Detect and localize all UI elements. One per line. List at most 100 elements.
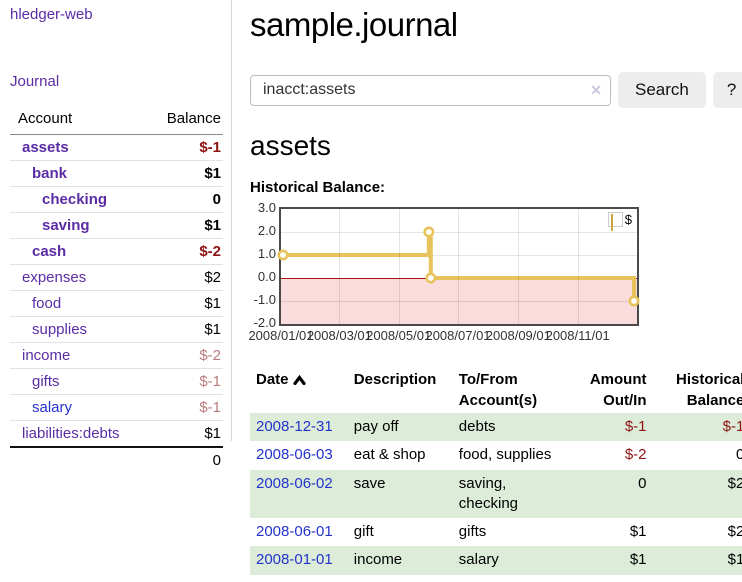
transaction-amount: $1 [629,523,647,540]
app-title: hledger-web [10,6,223,24]
transaction-balance: $1 [727,551,742,569]
account-link-assets[interactable]: assets [22,139,69,156]
accounts-header-balance: Balance [149,108,223,135]
account-link-salary[interactable]: salary [32,399,73,416]
account-row: assets $-1 [10,134,223,161]
transaction-balance: $2 [727,474,742,492]
account-balance: $1 [149,316,223,343]
account-row: bank $1 [10,160,223,187]
app-title-link[interactable]: hledger-web [10,6,93,23]
transaction-balance: $-1 [722,418,742,435]
register-table: Date Description To/From Account(s) Amou… [250,367,742,575]
transaction-amount: $1 [629,551,647,569]
data-point [425,272,437,284]
negative-region [281,278,637,324]
transaction-amount: 0 [638,474,647,492]
register-header-description: Description [353,371,437,388]
legend-label: $ [624,212,632,227]
account-link-income[interactable]: income [22,347,71,364]
x-tick-label: 2008/05/01 [366,328,432,343]
register-header-balance: Historical Balance [675,371,742,409]
sidebar-nav: Journal [10,73,223,91]
transaction-amount: $-2 [624,446,647,464]
gridline [518,209,519,324]
transaction-accounts: food, supplies [458,446,552,464]
account-row: supplies $1 [10,316,223,343]
y-tick-label: 0.0 [257,269,276,284]
clear-search-icon[interactable]: ✕ [590,81,602,98]
data-point [628,295,640,307]
accounts-header-row: Account Balance [10,108,223,135]
account-row: salary $-1 [10,394,223,421]
register-header-date[interactable]: Date [250,367,348,413]
account-heading: assets [250,130,331,161]
register-row: 2008-06-03 eat & shop food, supplies $-2… [250,441,742,469]
chart-plot: $ [277,207,640,326]
register-row: 2008-06-01 gift gifts $1 $2 [250,518,742,546]
account-balance: 0 [149,186,223,213]
transaction-amount: $-1 [624,418,647,435]
chart-legend: $ [605,211,634,231]
transaction-description: pay off [353,418,399,435]
account-balance: $1 [149,290,223,317]
account-row: expenses $2 [10,264,223,291]
account-row: saving $1 [10,212,223,239]
gridline [578,209,579,324]
account-link-saving[interactable]: saving [42,217,90,234]
transaction-date-link[interactable]: 2008-06-01 [256,523,333,540]
account-link-supplies[interactable]: supplies [32,321,88,338]
x-tick-label: 2008/09/01 [485,328,551,343]
account-link-food[interactable]: food [32,295,62,312]
chart-x-axis: 2008/01/01 2008/03/01 2008/05/01 2008/07/01… [248,328,651,344]
gridline [281,232,637,233]
account-link-liabilities-debts[interactable]: liabilities:debts [22,425,120,442]
account-row: income $-2 [10,342,223,369]
gridline [339,209,340,324]
transaction-accounts: debts [458,418,496,435]
account-link-gifts[interactable]: gifts [32,373,60,390]
transaction-description: save [353,474,386,492]
account-link-expenses[interactable]: expenses [22,269,87,286]
y-tick-label: 1.0 [257,246,276,261]
transaction-description: income [353,551,403,569]
accounts-header-account: Account [10,108,150,135]
account-balance: $-2 [149,238,223,265]
account-link-bank[interactable]: bank [32,165,68,182]
gridline [281,301,637,302]
y-tick-label: 3.0 [257,200,276,215]
help-button[interactable]: ? [712,72,742,108]
accounts-total-row: 0 [10,446,223,473]
account-row: checking 0 [10,186,223,213]
main-content: sample.journal ✕ Search ? assets Histori… [232,0,742,575]
sidebar-item-journal[interactable]: Journal [10,73,60,90]
transaction-accounts: gifts [458,523,487,540]
register-row: 2008-06-02 save saving, checking 0 $2 [250,469,742,518]
register-header-row: Date Description To/From Account(s) Amou… [250,367,742,413]
transaction-date-link[interactable]: 2008-06-03 [256,446,333,464]
register-header-amount: Amount Out/In [589,371,647,409]
transaction-date-link[interactable]: 2008-06-02 [256,474,333,492]
chart-line-svg [277,226,640,307]
search-input[interactable] [250,74,611,106]
accounts-total: 0 [149,446,223,473]
search-button[interactable]: Search [618,72,706,108]
account-link-checking[interactable]: checking [42,191,108,208]
legend-swatch [607,212,623,231]
gridline [399,209,400,324]
register-header-accounts: To/From Account(s) [458,371,538,409]
search-form: ✕ Search ? [250,71,742,109]
transaction-date-link[interactable]: 2008-01-01 [256,551,333,569]
account-balance: $2 [149,264,223,291]
x-tick-label: 2008/03/01 [306,328,372,343]
x-tick-label: 2008/01/01 [248,328,314,343]
account-link-cash[interactable]: cash [32,243,67,260]
account-balance: $1 [149,160,223,187]
transaction-balance: $2 [727,523,742,540]
account-row: liabilities:debts $1 [10,420,223,447]
transaction-date-link[interactable]: 2008-12-31 [256,418,333,435]
data-point [423,226,435,238]
date-header-label: Date [256,371,289,388]
page-title: sample.journal [250,6,458,43]
account-balance: $1 [149,212,223,239]
